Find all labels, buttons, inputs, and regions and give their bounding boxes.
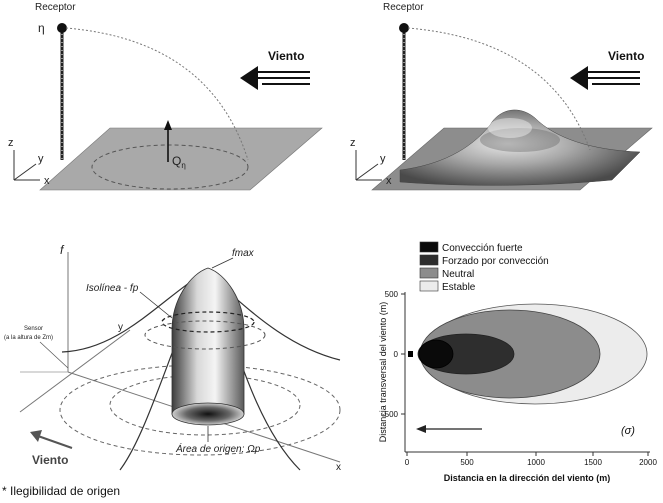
sensor-marker — [408, 351, 413, 357]
footprint-hill — [399, 109, 641, 186]
receptor-label: Receptor — [35, 2, 76, 13]
f-axis-label: f — [60, 243, 65, 257]
y-axis-label: Distancia transversal del viento (m) — [378, 302, 388, 443]
isoline-label: Isolínea - fp — [86, 283, 139, 294]
cone-base — [171, 402, 245, 426]
svg-text:x: x — [336, 462, 341, 473]
x-tick-label: 500 — [460, 458, 474, 467]
legend-label-0: Convección fuerte — [442, 243, 523, 254]
legend-label-2: Neutral — [442, 269, 474, 280]
y-ticks: 500 0 -500 — [382, 290, 405, 419]
panel-d: Convección fuerte Forzado por convección… — [378, 241, 657, 483]
panel-b: Receptor Viento z y x — [350, 2, 653, 191]
x-tick-label: 0 — [405, 458, 410, 467]
receptor-label: Receptor — [383, 2, 424, 13]
y-tick-label: 500 — [385, 290, 399, 299]
svg-text:z: z — [8, 137, 14, 149]
legend-swatch-0 — [419, 241, 439, 253]
y-tick-label: -500 — [382, 410, 399, 419]
wind-label: Viento — [32, 453, 68, 467]
sensor-label: Sensor — [24, 326, 43, 332]
footprint-strong — [418, 339, 454, 369]
svg-text:y: y — [118, 322, 123, 333]
svg-text:y: y — [380, 153, 386, 165]
sensor-sublabel: (a la altura de Zm) — [4, 335, 53, 341]
axes-b: z y x — [350, 137, 392, 187]
wind-arrow — [570, 66, 640, 90]
x-axis-label: Distancia en la dirección del viento (m) — [444, 473, 611, 483]
caption: * Ilegibilidad de origen — [2, 484, 121, 498]
wind-arrow — [240, 66, 310, 90]
panel-c: f x y fmax Isolínea - fp Sensor (a la al… — [4, 243, 341, 473]
y-tick-label: 0 — [394, 350, 399, 359]
receptor-arc — [407, 27, 591, 151]
origin-area-label: Área de origen: Ωp — [175, 442, 261, 455]
legend-swatch-3 — [419, 280, 439, 292]
footprint-ellipse-inner — [109, 374, 301, 436]
axes-a: z y x — [8, 137, 50, 187]
svg-text:y: y — [38, 153, 44, 165]
svg-text:z: z — [350, 137, 356, 149]
legend-swatch-1 — [419, 254, 439, 266]
isoline-ring — [161, 311, 255, 333]
footprint-cone — [171, 267, 245, 415]
panel-a: Receptor η Viento Qη z y x — [8, 2, 323, 191]
svg-text:x: x — [44, 175, 50, 187]
legend: Convección fuerte Forzado por convección… — [419, 241, 549, 293]
eta-label: η — [38, 21, 45, 35]
wind-label: Viento — [608, 49, 644, 63]
ground-plane — [39, 127, 323, 191]
fmax-label: fmax — [232, 248, 255, 259]
x-tick-label: 1000 — [527, 458, 545, 467]
svg-text:x: x — [386, 175, 392, 187]
receptor-dot — [399, 23, 409, 33]
footprint-ellipse — [91, 144, 249, 190]
wind-arrow — [30, 430, 73, 449]
legend-swatch-2 — [419, 267, 439, 279]
legend-label-3: Estable — [442, 282, 476, 293]
wind-label: Viento — [268, 49, 304, 63]
x-tick-label: 2000 — [639, 458, 657, 467]
x-ticks: 0 500 1000 1500 2000 — [405, 452, 657, 467]
y-axis — [19, 329, 131, 413]
panel-tag: (σ) — [621, 425, 635, 437]
x-tick-label: 1500 — [584, 458, 602, 467]
legend-label-1: Forzado por convección — [442, 256, 549, 267]
receptor-arc — [65, 27, 249, 161]
receptor-dot — [57, 23, 67, 33]
flux-label: Qη — [172, 154, 186, 170]
isoline-ring-lower — [144, 320, 266, 350]
